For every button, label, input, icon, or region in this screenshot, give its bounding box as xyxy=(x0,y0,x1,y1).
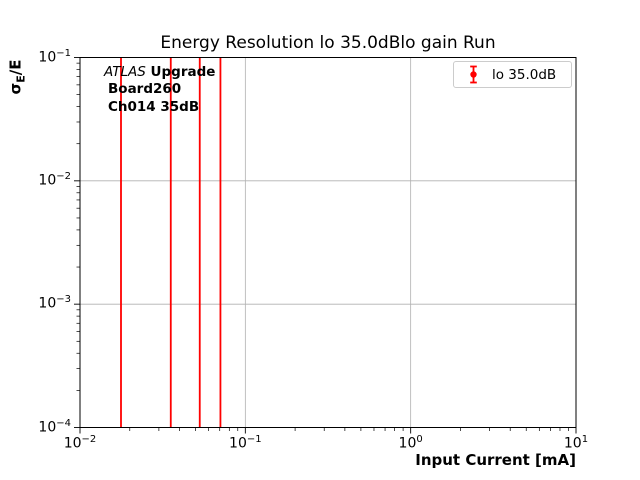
x-tick-label: 10−1 xyxy=(229,434,262,452)
annotation-channel-label: Ch014 35dB xyxy=(108,98,200,115)
y-axis-label-subscript: E xyxy=(14,75,28,83)
axes-spines xyxy=(79,57,577,428)
y-tick-label: 10−1 xyxy=(38,47,71,66)
x-tick-label: 100 xyxy=(398,434,423,452)
y-axis-label-rest: /E xyxy=(6,59,25,76)
annotation-board-label: Board260 xyxy=(108,81,182,98)
annotation-experiment-name: ATLAS xyxy=(104,64,146,80)
legend-label: lo 35.0dB xyxy=(492,66,557,83)
y-axis-label: σE/E xyxy=(7,60,28,95)
annotation-upgrade-label: Upgrade xyxy=(145,64,216,80)
errorbar-marker-icon xyxy=(470,65,477,84)
y-axis-label-sigma: σ xyxy=(6,82,25,95)
x-tick-label: 101 xyxy=(563,434,589,452)
x-tick-label: 10−2 xyxy=(63,434,97,452)
x-axis-label: Input Current [mA] xyxy=(415,451,576,469)
chart-title: Energy Resolution lo 35.0dBlo gain Run xyxy=(160,33,496,53)
y-tick-label: 10−3 xyxy=(38,294,71,312)
annotation-block: ATLAS Upgrade Board260 Ch014 35dB xyxy=(104,64,215,116)
y-tick-label: 10−4 xyxy=(38,417,71,436)
annotation-line-1: ATLAS Upgrade xyxy=(104,64,215,81)
legend: lo 35.0dB xyxy=(453,61,572,88)
y-tick-label: 10−2 xyxy=(38,170,71,189)
